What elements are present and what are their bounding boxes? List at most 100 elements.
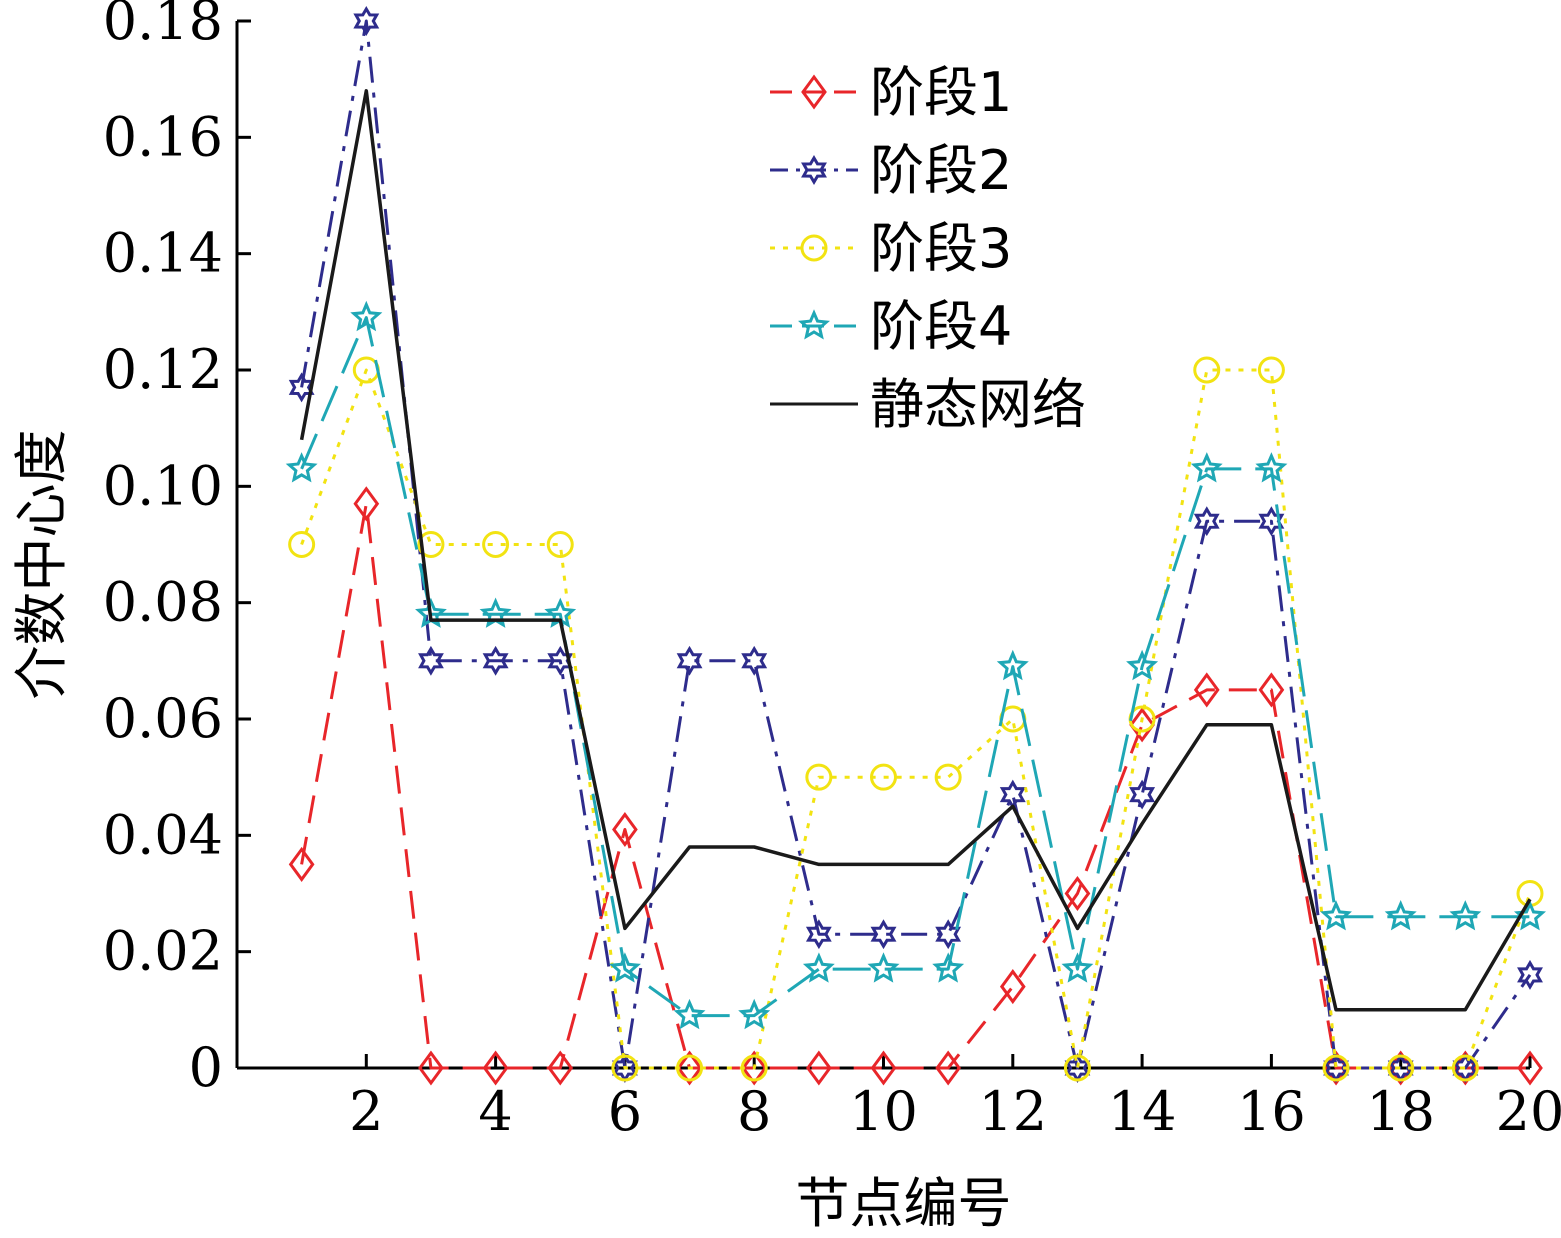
data-point-diamond — [482, 1050, 509, 1086]
data-point-diamond — [1517, 1050, 1543, 1086]
data-point-hexagram — [870, 919, 897, 950]
y-tick-label: 0.14 — [103, 222, 223, 285]
data-point-circle — [417, 531, 445, 558]
data-point-hexagram — [1129, 779, 1156, 810]
data-point-star — [608, 952, 641, 983]
series-line — [300, 19, 1532, 1070]
data-point-star — [802, 952, 835, 983]
data-point-hexagram — [741, 645, 768, 676]
axes: 0 0.02 0.04 0.06 0.08 0.10 0.12 0.14 0.16 0.18 2 4 6… — [103, 0, 1561, 1143]
data-point-hexagram — [805, 919, 832, 950]
data-point-circle — [676, 1054, 704, 1082]
data-point-hexagram — [353, 6, 380, 36]
data-point-hexagram — [1193, 506, 1220, 537]
data-point-hexagram — [801, 155, 827, 185]
data-point-circle — [934, 763, 962, 791]
series-line — [299, 89, 1532, 1012]
data-point-diamond — [741, 1050, 768, 1086]
y-tick-label: 0.06 — [103, 687, 223, 750]
y-tick-label: 0.08 — [103, 571, 223, 634]
data-point-star — [738, 998, 771, 1030]
data-point-diamond — [1129, 707, 1155, 743]
y-tick-label: 0.04 — [103, 803, 223, 866]
x-tick-label: 14 — [1108, 1080, 1177, 1143]
data-point-circle — [482, 531, 510, 558]
legend-label: 阶段1 — [870, 61, 1012, 124]
data-point-circle — [1451, 1054, 1479, 1082]
data-point-hexagram — [418, 645, 444, 676]
data-point-star — [1449, 900, 1482, 931]
data-point-circle — [800, 234, 828, 262]
legend-label: 阶段2 — [870, 139, 1012, 202]
x-tick-label: 8 — [737, 1080, 771, 1143]
data-point-circle — [740, 1054, 768, 1082]
data-point-circle — [805, 763, 833, 791]
series-3 — [288, 356, 1544, 1082]
data-point-hexagram — [676, 645, 703, 676]
y-tick-label: 0.16 — [103, 105, 223, 168]
legend-item-3: 阶段3 — [770, 217, 1012, 280]
data-point-circle — [870, 763, 897, 791]
y-tick-label: 0.12 — [103, 338, 223, 401]
legend-item-5: 静态网络 — [770, 373, 1086, 436]
x-tick-label: 10 — [849, 1080, 918, 1143]
data-point-diamond — [801, 74, 827, 110]
data-point-diamond — [418, 1050, 444, 1086]
data-point-circle — [1257, 356, 1285, 384]
data-point-star — [1320, 900, 1352, 931]
y-tick-label: 0.02 — [103, 920, 223, 983]
legend-item-4: 阶段4 — [770, 295, 1012, 358]
data-point-hexagram — [547, 645, 574, 676]
x-tick-label: 20 — [1496, 1080, 1561, 1143]
data-point-star — [798, 309, 830, 340]
data-point-diamond — [1064, 875, 1091, 912]
data-point-circle — [546, 531, 574, 558]
legend-label: 阶段3 — [870, 217, 1012, 280]
data-point-diamond — [1258, 672, 1285, 708]
data-point-star — [673, 998, 706, 1030]
data-point-circle — [288, 531, 316, 558]
data-point-star — [285, 452, 318, 483]
series-line — [300, 368, 1532, 1070]
series-line — [300, 316, 1530, 1018]
data-point-hexagram — [999, 779, 1026, 810]
data-point-diamond — [999, 969, 1026, 1005]
y-tick-label: 0 — [189, 1036, 223, 1099]
data-point-star — [1190, 452, 1223, 483]
x-tick-label: 18 — [1366, 1080, 1435, 1143]
series-1 — [288, 486, 1543, 1086]
data-point-diamond — [870, 1050, 897, 1086]
data-point-diamond — [288, 846, 315, 882]
data-point-circle — [1193, 356, 1221, 384]
legend-label: 静态网络 — [870, 373, 1086, 436]
data-point-star — [1384, 900, 1417, 931]
legend-item-2: 阶段2 — [770, 139, 1012, 202]
series-line — [300, 502, 1530, 1070]
data-point-diamond — [547, 1050, 574, 1086]
data-point-circle — [1387, 1054, 1415, 1082]
data-point-star — [1126, 649, 1159, 681]
data-point-hexagram — [482, 645, 509, 676]
data-point-diamond — [805, 1050, 832, 1086]
data-point-diamond — [676, 1050, 703, 1086]
legend-item-1: 阶段1 — [770, 61, 1012, 124]
data-point-diamond — [935, 1050, 962, 1086]
x-axis-title: 节点编号 — [796, 1172, 1012, 1235]
data-point-star — [932, 952, 965, 983]
legend-label: 阶段4 — [870, 295, 1012, 358]
data-point-star — [867, 952, 900, 983]
data-point-hexagram — [935, 919, 962, 950]
data-point-circle — [1322, 1054, 1350, 1082]
series-4 — [285, 300, 1547, 1030]
data-point-diamond — [353, 486, 380, 522]
x-tick-label: 16 — [1237, 1080, 1306, 1143]
data-point-star — [350, 300, 383, 332]
x-tick-label: 6 — [608, 1080, 642, 1143]
x-tick-label: 4 — [478, 1080, 512, 1143]
y-tick-label: 0.18 — [103, 0, 223, 52]
x-tick-label: 12 — [978, 1080, 1047, 1143]
legend: 阶段1 阶段2 阶段3 阶段4 静态网络 — [770, 61, 1086, 436]
data-point-diamond — [1193, 672, 1220, 708]
data-point-hexagram — [1517, 959, 1543, 990]
data-point-diamond — [612, 811, 638, 848]
